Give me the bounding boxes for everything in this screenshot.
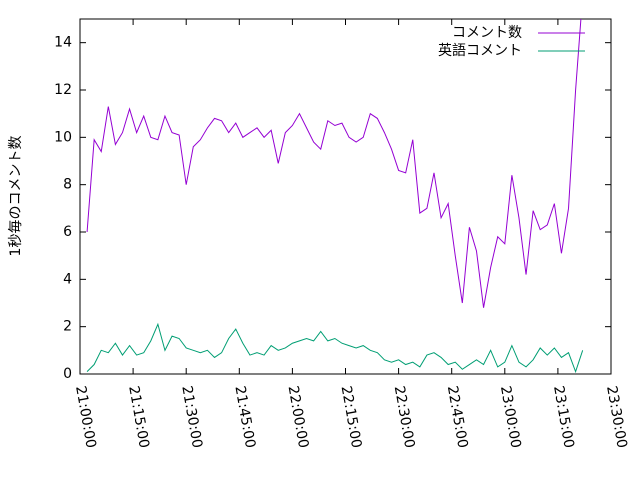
y-tick-label: 6 xyxy=(63,224,72,240)
y-tick-label: 8 xyxy=(63,177,72,193)
x-tick-label: 21:15:00 xyxy=(125,385,152,450)
x-tick-label: 21:30:00 xyxy=(178,385,205,450)
plot-area xyxy=(86,19,584,374)
x-tick-label: 21:00:00 xyxy=(72,385,99,450)
x-tick-label: 23:00:00 xyxy=(497,385,524,450)
plot-frame xyxy=(79,18,612,375)
y-tick-label: 4 xyxy=(63,271,72,287)
x-tick-label: 22:45:00 xyxy=(444,385,471,450)
legend-label: コメント数 xyxy=(452,25,522,41)
x-tick-label: 23:30:00 xyxy=(603,385,630,450)
legend-label: 英語コメント xyxy=(438,42,522,59)
y-axis-label: 1秒毎のコメント数 xyxy=(8,136,24,257)
series-line xyxy=(86,322,584,374)
x-tick-label: 22:30:00 xyxy=(391,385,418,450)
x-tick-label: 22:15:00 xyxy=(338,385,365,450)
y-tick-label: 0 xyxy=(63,366,72,382)
x-tick-label: 22:00:00 xyxy=(285,385,312,450)
y-tick-label: 2 xyxy=(63,319,72,335)
x-tick-label: 21:45:00 xyxy=(231,385,258,450)
y-tick-label: 14 xyxy=(54,35,72,51)
x-tick-label: 23:15:00 xyxy=(550,385,577,450)
y-tick-label: 12 xyxy=(54,82,72,98)
series-line xyxy=(86,19,582,308)
y-tick-label: 10 xyxy=(54,129,72,145)
